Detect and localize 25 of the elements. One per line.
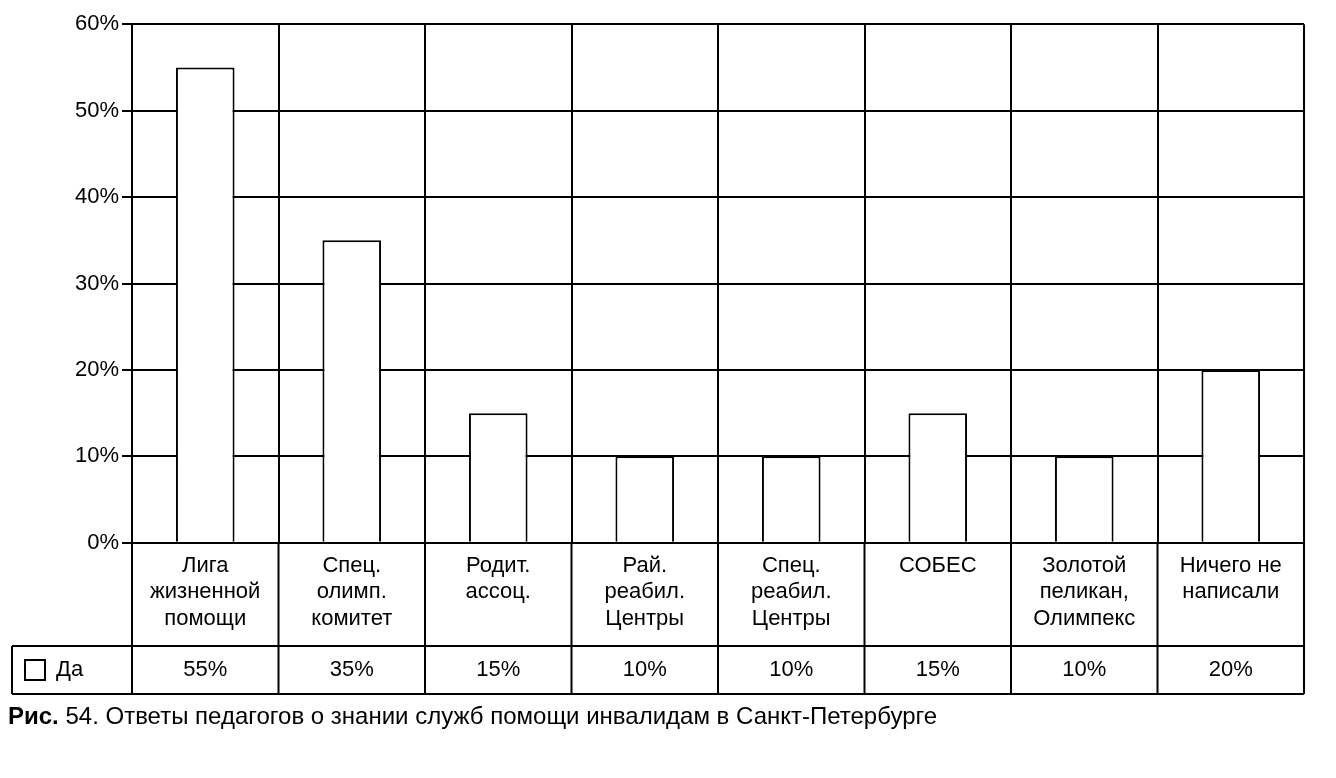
- x-tick-label: СОБЕС: [898, 552, 977, 578]
- x-tick-label: Спец. олимп. комитет: [311, 552, 393, 630]
- y-tick-label: 0%: [87, 528, 119, 554]
- y-tick-label: 40%: [74, 183, 119, 209]
- x-tick-label: Золотой пеликан, Олимпекс: [1033, 552, 1136, 630]
- data-label: 10%: [769, 656, 814, 682]
- data-label: 55%: [183, 656, 228, 682]
- data-label: 20%: [1208, 656, 1253, 682]
- data-label: 15%: [476, 656, 521, 682]
- data-label: 15%: [915, 656, 960, 682]
- y-tick-label: 10%: [74, 442, 119, 468]
- text: Да: [56, 656, 84, 682]
- text: Рис. 54. Ответы педагогов о знании служб помощи инвалидам в Санкт-Петербурге: [8, 702, 938, 729]
- x-tick-label: Ничего не написали: [1179, 552, 1282, 604]
- data-label: 10%: [1062, 656, 1107, 682]
- x-tick-label: Спец. реабил. Центры: [750, 552, 832, 630]
- x-tick-label: Родит. ассоц.: [465, 552, 531, 604]
- y-tick-label: 30%: [74, 269, 119, 295]
- y-tick-label: 60%: [74, 10, 119, 36]
- x-tick-label: Лига жизненной помощи: [150, 552, 261, 630]
- data-label: 10%: [622, 656, 667, 682]
- y-tick-label: 50%: [74, 96, 119, 122]
- y-tick-label: 20%: [74, 356, 119, 381]
- x-tick-label: Рай. реабил. Центры: [604, 552, 686, 630]
- data-label: 35%: [329, 656, 374, 682]
